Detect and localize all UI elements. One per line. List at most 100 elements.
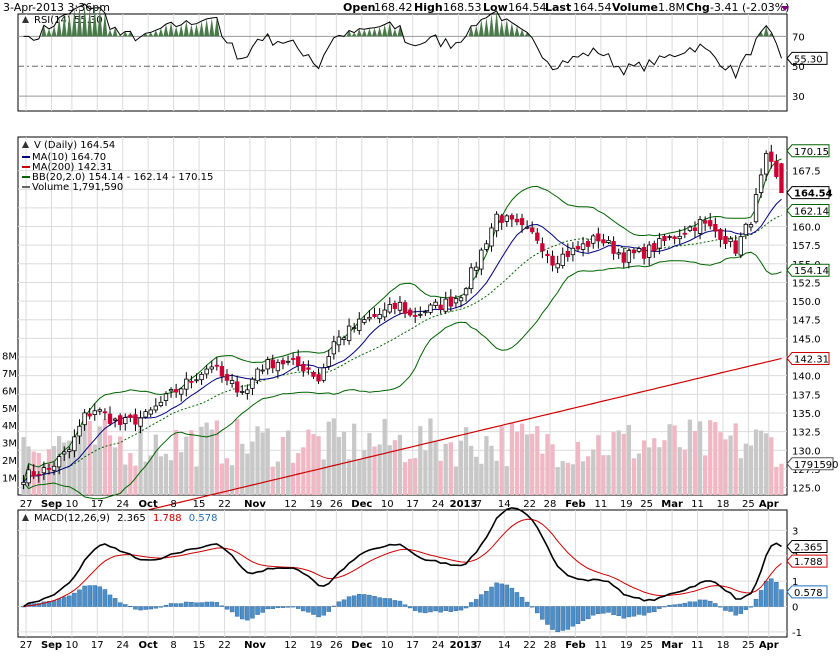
macd-hist-bar xyxy=(285,606,291,608)
bb-upper-line xyxy=(23,158,782,483)
candle-body xyxy=(687,226,693,231)
macd-hist-bar xyxy=(758,590,764,607)
macd-hist-bar xyxy=(621,606,627,619)
candle-body xyxy=(652,243,657,252)
candle-body xyxy=(774,160,779,177)
volume-bar xyxy=(352,423,357,495)
volume-bar xyxy=(489,445,494,495)
macd-hist-bar xyxy=(367,594,372,607)
x-tick-label: 10 xyxy=(65,640,78,651)
price-tick-label: 160.0 xyxy=(792,223,821,234)
volume-tick-label: 6M xyxy=(2,386,17,397)
macd-hist-bar xyxy=(438,606,443,613)
macd-hist-bar xyxy=(580,606,586,621)
candle-body xyxy=(758,174,764,193)
volume-bar xyxy=(174,429,179,495)
macd-collapse-icon[interactable] xyxy=(21,513,30,522)
x-axis-price: 27 Sep 10 17 24 Oct 8 15 22 Nov 12 19 26 Dec 10 17 24 201… xyxy=(20,499,779,510)
macd-hist-bar xyxy=(565,606,571,630)
volume-bar xyxy=(509,422,514,495)
macd-hist-bar xyxy=(87,585,92,607)
macd-hist-bar xyxy=(555,606,560,633)
volume-bar xyxy=(753,429,759,495)
candle-body xyxy=(372,313,377,317)
volume-bar xyxy=(463,427,469,495)
candle-body xyxy=(428,304,433,313)
macd-hist-bar xyxy=(611,606,616,615)
macd-hist-bar xyxy=(677,603,682,607)
candle-body xyxy=(229,380,235,384)
candle-body xyxy=(463,288,469,296)
volume-bar xyxy=(458,440,464,495)
macd-hist-bar xyxy=(575,606,581,625)
price-tags: 170.15 164.54 162.14 154.14 142.31 1791590 xyxy=(786,144,839,471)
candle-body xyxy=(351,327,357,330)
volume-bar xyxy=(652,438,657,495)
x-tick-label: Sep xyxy=(41,499,62,510)
macd-tag: 0.578 xyxy=(786,585,828,599)
volume-bar xyxy=(72,445,77,495)
macd-hist-bar xyxy=(733,606,738,616)
macd-hist-bar xyxy=(601,606,606,614)
chg-down-arrow-icon[interactable] xyxy=(781,6,789,11)
price-tag: 170.15 xyxy=(786,144,830,158)
volume-bar xyxy=(250,441,255,495)
volume-bar xyxy=(636,453,642,495)
candle-body xyxy=(504,215,509,222)
candle-body xyxy=(123,417,128,425)
rsi-line xyxy=(23,3,782,80)
candle-body xyxy=(530,227,535,233)
macd-hist-bar xyxy=(535,606,540,614)
macd-hist-bar xyxy=(346,596,352,607)
macd-hist-bar xyxy=(143,606,148,610)
volume-bar xyxy=(428,418,433,495)
price-panel: 167.5165.0162.5160.0157.5155.0152.5150.0… xyxy=(2,136,839,541)
candle-body xyxy=(443,298,448,312)
macd-hist-bar xyxy=(748,606,754,608)
macd-hist-bar xyxy=(545,606,550,625)
volume-bar xyxy=(453,466,459,495)
candle-body xyxy=(346,325,352,342)
macd-hist-bar xyxy=(728,606,733,612)
candle-body xyxy=(204,368,209,375)
volume-bar xyxy=(311,434,316,495)
x-tick-label: 25 xyxy=(742,499,755,510)
macd-hist-bar xyxy=(412,606,418,611)
macd-hist-bar xyxy=(382,598,387,607)
candle-body xyxy=(438,304,443,310)
rsi-collapse-icon[interactable] xyxy=(21,15,30,24)
macd-hist-bar xyxy=(738,606,743,614)
price-tag-text: 142.31 xyxy=(794,354,829,365)
volume-bar xyxy=(321,459,326,495)
volume-bar xyxy=(102,419,108,495)
macd-hist-bar xyxy=(245,606,250,621)
volume-label: Volume xyxy=(612,1,658,14)
price-collapse-icon[interactable] xyxy=(21,140,30,149)
macd-hist-bar xyxy=(697,599,703,607)
candle-body xyxy=(647,244,652,258)
x-tick-label: 24 xyxy=(116,499,129,510)
legend-item: Volume 1,791,590 xyxy=(32,182,123,193)
candle-body xyxy=(672,236,677,240)
candle-body xyxy=(402,302,408,314)
candle-body xyxy=(667,236,672,238)
last-value: 164.54 xyxy=(573,1,612,14)
macd-hist-bar xyxy=(657,606,662,609)
volume-bar xyxy=(372,446,377,495)
volume-bar xyxy=(229,465,235,495)
price-frame xyxy=(17,136,788,496)
price-tag-text: 164.54 xyxy=(794,189,833,200)
macd-hist-bar xyxy=(631,606,637,617)
price-tag-text: 154.14 xyxy=(794,266,829,277)
rsi-tag-text: 55.30 xyxy=(794,54,823,65)
volume-bar xyxy=(331,418,336,495)
price-tick-label: 130.0 xyxy=(792,446,821,457)
volume-bar xyxy=(346,459,352,495)
volume-bar xyxy=(692,430,698,495)
volume-bar xyxy=(738,458,743,495)
candle-body xyxy=(26,469,31,484)
candle-body xyxy=(87,413,92,417)
candle-body xyxy=(560,253,565,266)
